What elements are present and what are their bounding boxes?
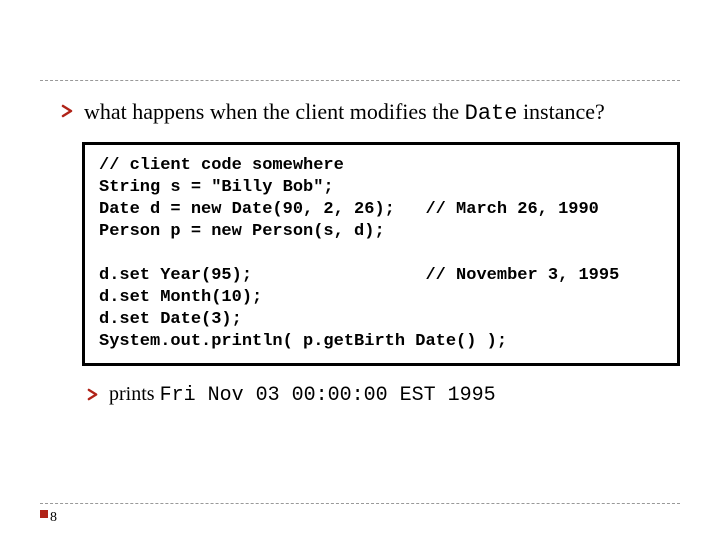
sub-text-pre: prints xyxy=(109,383,160,405)
text-post: instance? xyxy=(517,99,604,124)
slide: what happens when the client modifies th… xyxy=(0,0,720,540)
text-pre: what happens when the client modifies th… xyxy=(84,99,465,124)
main-bullet-text: what happens when the client modifies th… xyxy=(84,98,605,128)
slide-content: what happens when the client modifies th… xyxy=(60,98,680,408)
sub-bullet: prints Fri Nov 03 00:00:00 EST 1995 xyxy=(86,382,680,408)
sub-bullet-text: prints Fri Nov 03 00:00:00 EST 1995 xyxy=(109,382,496,408)
divider-top xyxy=(40,80,680,81)
accent-square-icon xyxy=(40,510,48,518)
main-bullet: what happens when the client modifies th… xyxy=(60,98,680,128)
divider-bottom xyxy=(40,503,680,504)
text-mono: Date xyxy=(465,101,518,126)
bullet-icon xyxy=(86,388,99,401)
sub-text-mono: Fri Nov 03 00:00:00 EST 1995 xyxy=(160,384,496,407)
page-number: 8 xyxy=(50,510,57,526)
code-block: // client code somewhere String s = "Bil… xyxy=(82,142,680,367)
bullet-icon xyxy=(60,104,74,118)
